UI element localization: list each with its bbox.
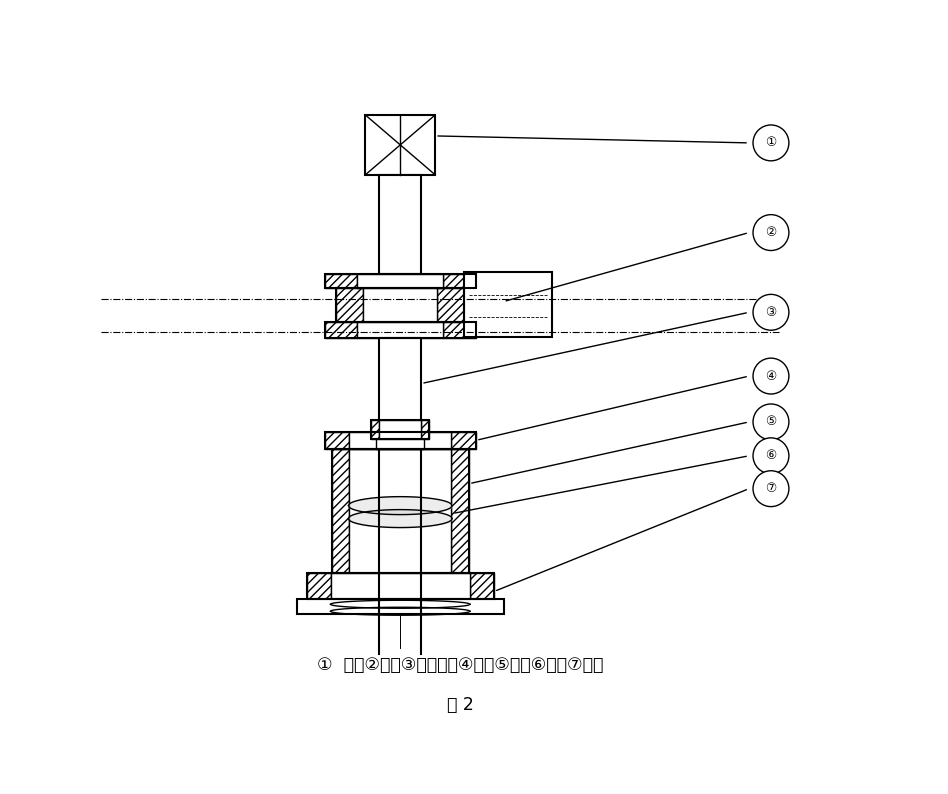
Bar (363, 288, 437, 322)
Bar (470, 573, 494, 599)
Bar (451, 432, 476, 449)
Bar (324, 275, 476, 288)
Bar (464, 272, 552, 337)
Bar (350, 432, 451, 449)
Circle shape (753, 437, 789, 474)
Circle shape (753, 358, 789, 394)
Bar (379, 175, 421, 275)
Circle shape (753, 125, 789, 161)
Bar (443, 322, 476, 338)
Bar (332, 449, 350, 573)
Bar (379, 420, 421, 439)
Bar (451, 449, 469, 573)
Text: ⑤: ⑤ (765, 415, 776, 429)
Bar (379, 338, 421, 439)
Bar (324, 322, 476, 338)
Bar (376, 439, 424, 449)
Bar (297, 599, 504, 615)
Bar (332, 449, 469, 573)
Bar (306, 573, 494, 599)
Bar (337, 288, 464, 322)
Bar (331, 573, 470, 599)
Text: 图 2: 图 2 (447, 696, 473, 714)
Text: ⑦: ⑦ (765, 482, 776, 495)
Bar (437, 288, 464, 322)
Bar (350, 449, 451, 573)
Text: ①: ① (765, 137, 776, 149)
Bar (357, 322, 443, 338)
Text: ⑥: ⑥ (765, 449, 776, 462)
Bar (443, 275, 476, 288)
Bar (324, 432, 350, 449)
Circle shape (753, 214, 789, 251)
Bar (306, 573, 331, 599)
Bar (357, 275, 443, 288)
Circle shape (753, 471, 789, 507)
Circle shape (753, 295, 789, 330)
Text: ①  螺杆②夹件③锁紧螺母④压块⑤缸体⑥弹簧⑦压碗: ① 螺杆②夹件③锁紧螺母④压块⑤缸体⑥弹簧⑦压碗 (317, 656, 603, 674)
Bar (372, 420, 429, 439)
Bar (324, 275, 357, 288)
Circle shape (753, 404, 789, 440)
Bar (365, 115, 435, 175)
Bar (324, 432, 476, 449)
Bar (421, 420, 429, 439)
Text: ④: ④ (765, 369, 776, 383)
Text: ③: ③ (765, 306, 776, 319)
Text: ②: ② (765, 226, 776, 239)
Bar (337, 288, 363, 322)
Bar (324, 322, 357, 338)
Bar (372, 420, 379, 439)
